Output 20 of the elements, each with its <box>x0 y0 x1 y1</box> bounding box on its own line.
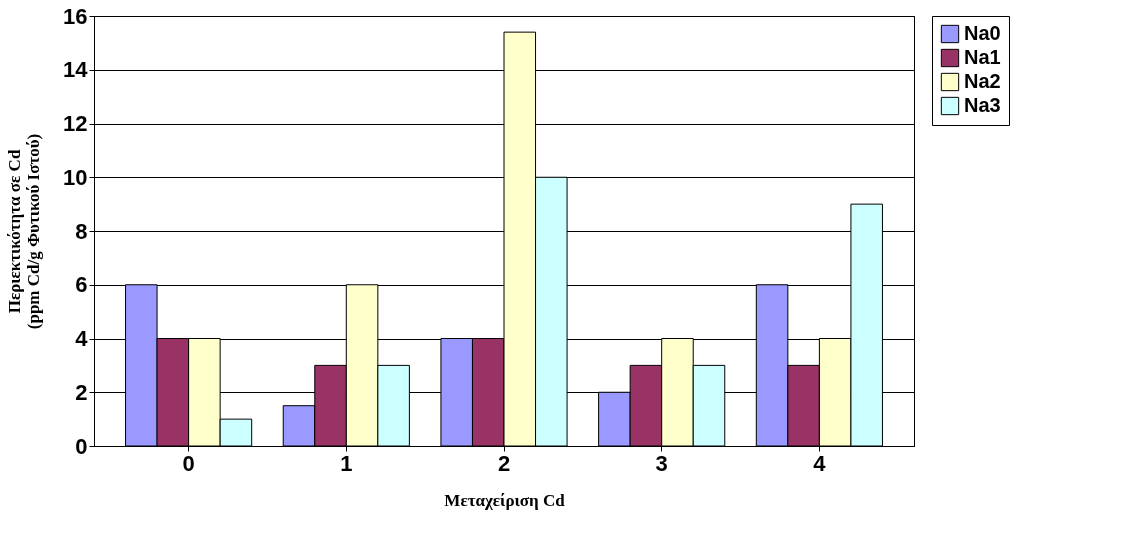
y-tick-label: 0 <box>75 433 88 459</box>
y-tick-label: 4 <box>75 326 89 351</box>
legend-label: Na3 <box>964 94 1001 116</box>
y-tick-label: 12 <box>63 111 88 136</box>
y-tick-label: 6 <box>75 272 88 298</box>
y-tick-label: 14 <box>63 57 89 83</box>
x-tick-label: 0 <box>182 450 195 476</box>
y-tick-label: 16 <box>63 3 88 29</box>
x-tick-label: 3 <box>655 450 668 476</box>
legend-label: Na1 <box>964 46 1001 68</box>
legend-label: Na0 <box>964 22 1001 44</box>
x-tick-label: 2 <box>497 450 511 476</box>
x-tick-label: 4 <box>813 450 827 476</box>
y-tick-label: 8 <box>75 218 88 244</box>
y-tick-label: 10 <box>63 164 88 190</box>
y-axis-title: Περιεκτικότητα σε Cd (ppm Cd/g Φυτικού Ιστού) <box>5 133 44 330</box>
x-axis-title: Μεταχείριση Cd <box>444 490 566 510</box>
y-tick-label: 2 <box>75 379 88 405</box>
legend-label: Na2 <box>964 70 1001 92</box>
x-tick-label: 1 <box>340 450 353 476</box>
